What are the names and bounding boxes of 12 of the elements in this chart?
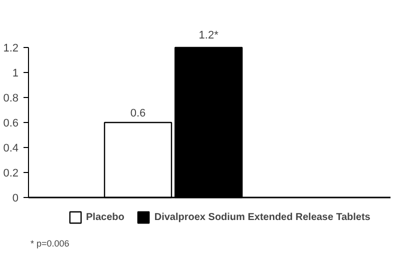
y-tick-label: 0.8	[3, 92, 19, 104]
y-tick-label: 0.2	[3, 168, 19, 180]
legend-label: Placebo	[86, 212, 124, 222]
y-tick-label: 0.6	[3, 118, 19, 130]
y-tick-label: 0	[12, 192, 19, 204]
y-tick-label: 1.2	[3, 42, 19, 54]
y-tick-label: 1	[12, 68, 19, 80]
y-tick-label: 0.4	[3, 142, 19, 154]
text: * p=0.006	[30, 238, 70, 248]
data-label: 1.2*	[198, 30, 220, 42]
legend-label: Divalproex Sodium Extended Release Tablets	[154, 212, 370, 222]
data-label: 0.6	[130, 108, 146, 120]
